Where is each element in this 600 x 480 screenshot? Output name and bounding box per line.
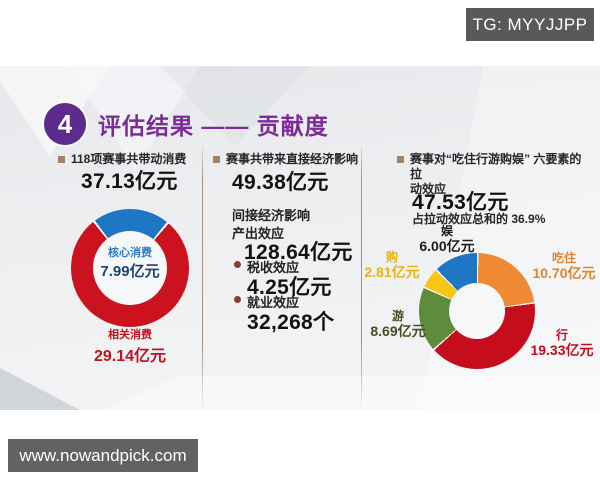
donut-hole [449, 283, 505, 339]
panel-six-elements: 赛事对“吃住行游购娱” 六要素的拉 动效应 47.53亿元 占拉动效应总和的 3… [364, 150, 600, 410]
direct-impact-heading-row: 赛事共带来直接经济影响 [213, 152, 358, 167]
consumption-total-value: 37.13亿元 [81, 170, 178, 193]
consumption-donut-chart: 核心消费 7.99亿元 [71, 209, 189, 327]
consumption-heading: 118项赛事共带动消费 [71, 152, 187, 166]
dot-bullet-icon [234, 261, 241, 268]
employment-effect-label: 就业效应 [247, 295, 300, 310]
output-effect-value: 128.64亿元 [244, 241, 353, 264]
donut-hole: 核心消费 7.99亿元 [93, 231, 167, 305]
slice-label-transport: 行 19.33亿元 [530, 328, 594, 358]
direct-impact-heading: 赛事共带来直接经济影响 [226, 152, 359, 166]
six-elements-heading-row: 赛事对“吃住行游购娱” 六要素的拉 动效应 [397, 152, 585, 197]
six-elements-heading-line1: 赛事对“吃住行游购娱” 六要素的拉 [410, 152, 582, 181]
related-consumption-label: 相关消费 [108, 329, 152, 341]
panel-economic-impact: 赛事共带来直接经济影响 49.38亿元 间接经济影响 产出效应 128.64亿元… [213, 150, 361, 410]
slice-label-travel: 游 8.69亿元 [370, 309, 426, 339]
core-consumption-value: 7.99亿元 [100, 263, 160, 280]
six-elements-donut-chart [419, 253, 535, 369]
employment-effect-value: 32,268个 [247, 311, 335, 334]
website-badge: www.nowandpick.com [8, 439, 198, 472]
slide-background: 4 评估结果 —— 贡献度 118项赛事共带动消费 37.13亿元 核心消费 7… [0, 66, 600, 410]
section-number-badge: 4 [44, 103, 86, 145]
website-badge-text: www.nowandpick.com [19, 445, 187, 465]
six-elements-share-text: 占拉动效应总和的 36.9% [412, 212, 546, 226]
square-bullet-icon [213, 156, 220, 163]
column-divider [202, 146, 203, 410]
core-consumption-label: 核心消费 [108, 247, 152, 259]
dot-bullet-icon [234, 296, 241, 303]
slice-label-shopping: 购 2.81亿元 [364, 250, 420, 280]
output-effect-label: 产出效应 [232, 226, 285, 241]
slice-label-food-lodging: 吃住 10.70亿元 [532, 251, 596, 281]
column-divider [361, 146, 362, 410]
tax-effect-row: 税收效应 [234, 257, 299, 276]
consumption-heading-row: 118项赛事共带动消费 [58, 152, 186, 167]
square-bullet-icon [58, 156, 65, 163]
six-elements-heading-line2: 动效应 [410, 182, 447, 196]
tg-badge-text: TG: MYYJJPP [472, 14, 588, 34]
square-bullet-icon [397, 156, 404, 163]
six-elements-heading: 赛事对“吃住行游购娱” 六要素的拉 动效应 [410, 152, 585, 197]
page-title: 评估结果 —— 贡献度 [98, 113, 329, 139]
direct-impact-value: 49.38亿元 [232, 171, 329, 194]
title-row: 4 评估结果 —— 贡献度 [44, 103, 329, 145]
related-consumption-value: 29.14亿元 [93, 348, 167, 365]
related-consumption-label-block: 相关消费 29.14亿元 [56, 326, 204, 366]
tg-badge: TG: MYYJJPP [466, 8, 594, 41]
indirect-impact-heading: 间接经济影响 [232, 208, 311, 223]
panel-consumption: 118项赛事共带动消费 37.13亿元 核心消费 7.99亿元 相关消费 29.… [56, 150, 204, 410]
tax-effect-value: 4.25亿元 [247, 276, 332, 299]
employment-effect-row: 就业效应 [234, 292, 299, 311]
slice-label-entertainment: 娱 6.00亿元 [419, 224, 475, 254]
tax-effect-label: 税收效应 [247, 260, 300, 275]
six-elements-total-value: 47.53亿元 [412, 191, 509, 214]
